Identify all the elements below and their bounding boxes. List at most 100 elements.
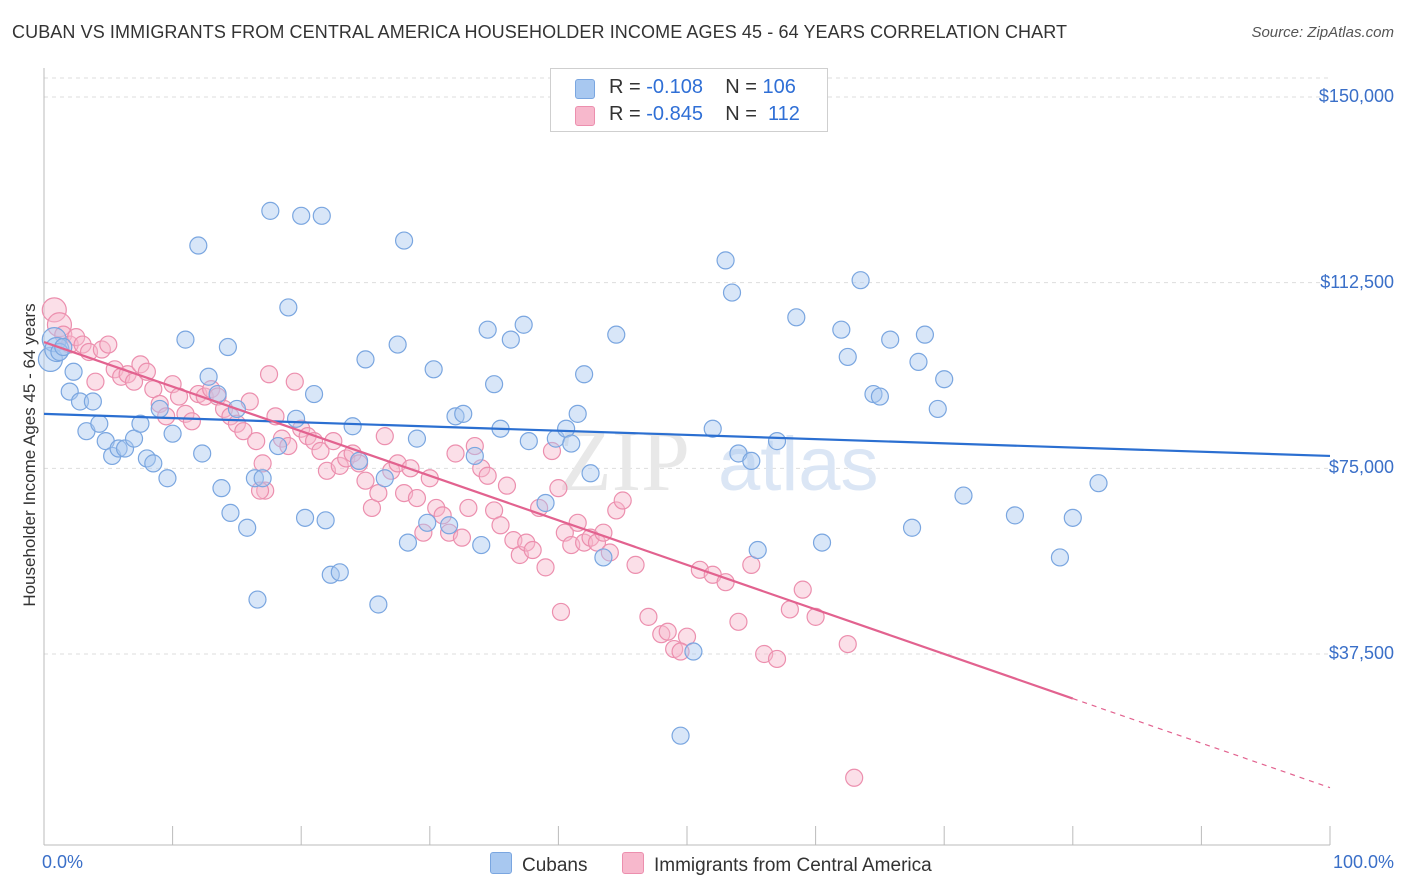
central-america-point [491, 516, 510, 535]
cubans-point [238, 518, 257, 537]
y-tick-label-2: $112,500 [1320, 271, 1394, 292]
cubans-point [575, 365, 594, 384]
central-america-point [478, 466, 497, 485]
chart-title: CUBAN VS IMMIGRANTS FROM CENTRAL AMERICA… [12, 22, 1068, 42]
central-america-point [279, 436, 298, 456]
cubans-point [703, 419, 722, 438]
cubans-point [536, 493, 555, 513]
cubans-point [1050, 548, 1070, 567]
central-america-point [324, 432, 343, 451]
legend: R = -0.108 N = 106 R = -0.845 N = 112 [550, 68, 828, 132]
central-america-point [568, 513, 587, 532]
central-america-point [517, 533, 536, 552]
cubans-point [767, 432, 787, 451]
watermark-atlas: atlas [718, 422, 879, 507]
cubans-point [832, 320, 851, 339]
watermark-zip: ZIP [558, 413, 690, 510]
central-america-point [259, 365, 279, 384]
cubans-point [369, 595, 388, 614]
bottom-legend-central-america: Immigrants from Central America [622, 852, 932, 877]
central-america-point [465, 436, 484, 456]
series-cubans-points [37, 201, 1108, 745]
cubans-point [568, 404, 587, 423]
y-tick-label-3: $150,000 [1318, 86, 1394, 106]
cubans-point [684, 642, 703, 661]
central-america-point [86, 372, 105, 391]
cubans-point [131, 414, 150, 433]
central-america-point [671, 642, 690, 661]
cubans-point [909, 352, 928, 371]
central-america-point [497, 476, 517, 495]
cubans-point [343, 417, 362, 436]
cubans-point [607, 325, 626, 344]
x-tick-label-max: 100.0% [1332, 852, 1394, 872]
central-america-point [157, 407, 176, 426]
cubans-point [881, 330, 900, 349]
cubans-point [902, 518, 922, 537]
central-america-point [407, 488, 427, 508]
trend-line-cubans [43, 412, 1331, 458]
cubans-point [292, 206, 311, 225]
central-america-point [551, 602, 571, 622]
cubans-point [163, 424, 182, 443]
central-america-point [427, 498, 446, 518]
source-label: Source: ZipAtlas.com [1251, 24, 1394, 41]
cubans-point [954, 486, 973, 505]
cubans-point [279, 298, 298, 317]
central-america-point [845, 768, 864, 787]
cubans-point [316, 511, 335, 530]
cubans-point [465, 446, 484, 466]
cubans-point [870, 387, 890, 406]
watermark: ZIP atlas [558, 413, 879, 510]
central-america-point [414, 523, 433, 542]
cubans-point [64, 362, 83, 381]
cubans-point [349, 451, 369, 471]
legend-r-value: -0.108 [646, 76, 703, 98]
central-america-point [182, 412, 201, 431]
cubans-point [478, 320, 497, 339]
cubans-point [424, 360, 443, 379]
central-america-point [311, 441, 330, 461]
central-america-point [459, 498, 478, 518]
cubans-point [418, 513, 437, 532]
legend-r-label: R = [609, 103, 641, 125]
cubans-point [838, 347, 857, 367]
cubans-point [144, 454, 163, 473]
cubans-point [218, 337, 237, 357]
central-america-point [626, 555, 645, 574]
cubans-point [221, 503, 240, 522]
central-america-point [536, 558, 555, 577]
cubans-point [115, 439, 135, 458]
cubans-point [312, 206, 331, 225]
cubans-point [150, 399, 169, 419]
gridlines [44, 77, 1330, 655]
central-america-point [99, 335, 118, 354]
central-america-point [729, 612, 748, 631]
trend-line-central-america-extrapolated [1072, 697, 1331, 789]
central-america-point [639, 607, 658, 626]
cubans-point [716, 251, 735, 270]
cubans-point [812, 533, 832, 552]
cubans-point [1005, 506, 1025, 525]
central-america-point [253, 454, 272, 473]
cubans-point [245, 469, 265, 488]
central-america-point [131, 355, 150, 374]
central-america-point [356, 471, 375, 490]
cubans-point [394, 231, 414, 250]
legend-n-label: N = [725, 76, 757, 98]
cubans-point [286, 409, 306, 428]
central-america-point [658, 622, 677, 641]
central-america-point [433, 506, 452, 525]
cubans-point [295, 508, 315, 527]
cubans-point [787, 308, 806, 327]
cubans-point [928, 399, 947, 419]
central-america-point [613, 491, 632, 510]
bottom-legend-label-central-america: Immigrants from Central America [654, 855, 932, 876]
cubans-point [519, 432, 538, 451]
central-america-point [73, 335, 92, 354]
central-america-point [838, 634, 857, 654]
central-america-point [523, 540, 542, 560]
cubans-point [109, 439, 128, 458]
central-america-point [452, 528, 472, 547]
